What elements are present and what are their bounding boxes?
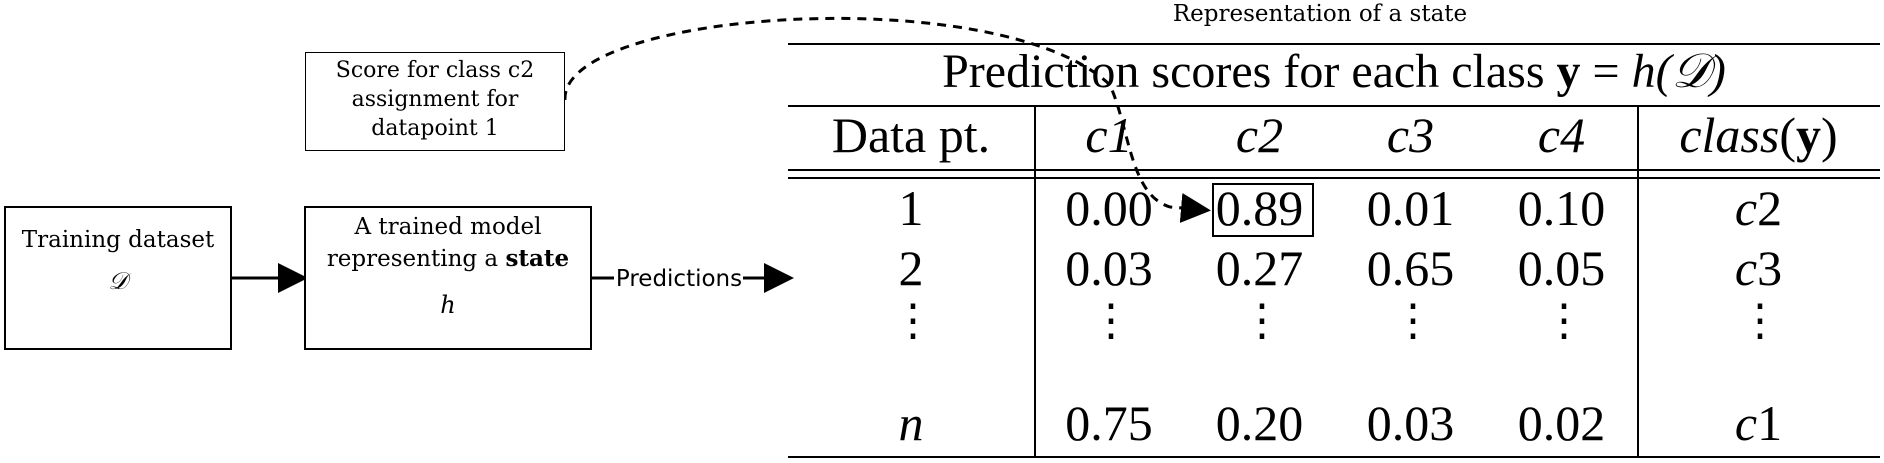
table-top-rule: [788, 43, 1880, 45]
training-dataset-title: Training dataset: [21, 227, 215, 253]
header-c3-num: 3: [1409, 107, 1435, 163]
dashed-callout-arrow: [563, 16, 1211, 223]
model-line-2: representing a state: [306, 243, 590, 275]
table-title-y: y: [1556, 45, 1581, 98]
trained-model-box: A trained model representing a state h: [304, 206, 592, 350]
header-c1-num: 1: [1107, 107, 1133, 163]
table-header-rule-2: [788, 177, 1880, 179]
predictions-label: Predictions: [615, 266, 743, 292]
header-c1-letter: c: [1085, 107, 1108, 163]
table-title-h: h: [1631, 45, 1656, 98]
header-c4-letter: c: [1537, 107, 1561, 163]
header-class-y: y: [1796, 107, 1821, 163]
table-header-rule-1: [788, 169, 1880, 171]
model-line-1: A trained model: [354, 214, 542, 240]
row-n-class: c1: [1637, 398, 1880, 448]
row-1-score-c4: 0.10: [1517, 180, 1606, 236]
table-vrule-left: [1034, 105, 1036, 457]
ellipsis-class: ⋮: [1738, 296, 1782, 345]
row-n-class-num: 1: [1757, 395, 1783, 451]
table-title-eq: =: [1580, 45, 1632, 98]
row-2-score-c1: 0.03: [1065, 240, 1153, 296]
callout-line-3: datapoint 1: [371, 116, 499, 141]
table-vrule-right: [1637, 105, 1639, 457]
dataset-symbol: 𝒟: [108, 267, 128, 295]
table-bottom-rule: [788, 456, 1880, 458]
ellipsis-c1: ⋮: [1089, 296, 1133, 345]
row-2-class: c3: [1637, 243, 1880, 293]
header-c1: c1: [1034, 110, 1184, 160]
row-2-score-c3: 0.65: [1366, 240, 1455, 296]
table-title-d: (𝒟): [1655, 45, 1726, 98]
header-class-arg: (y): [1779, 107, 1838, 163]
row-1-class: c2: [1637, 183, 1880, 233]
row-2-class-num: 3: [1757, 240, 1783, 296]
header-c2: c2: [1184, 110, 1335, 160]
header-class-fn: class: [1679, 107, 1780, 163]
table-title-rule: [788, 105, 1880, 107]
row-1-score-c1: 0.00: [1065, 180, 1153, 236]
header-c2-num: 2: [1258, 107, 1284, 163]
row-2-class-letter: c: [1734, 240, 1758, 296]
ellipsis-c2: ⋮: [1240, 296, 1284, 345]
row-n-pt: n: [898, 395, 924, 451]
header-c3: c3: [1335, 110, 1486, 160]
header-c4: c4: [1486, 110, 1637, 160]
header-c3-letter: c: [1386, 107, 1410, 163]
training-dataset-box: Training dataset 𝒟: [4, 206, 232, 350]
row-1-class-num: 2: [1757, 180, 1783, 236]
ellipsis-c4: ⋮: [1542, 296, 1586, 345]
row-2-pt: 2: [898, 240, 924, 296]
table-title-text: Prediction scores for each class: [942, 45, 1557, 98]
row-1-class-letter: c: [1734, 180, 1758, 236]
state-label: Representation of a state: [1172, 1, 1468, 27]
callout-line-1: Score for class c2: [335, 58, 535, 83]
row-n-score-c4: 0.02: [1517, 395, 1606, 451]
header-data-pt: Data pt.: [831, 107, 991, 163]
table-title: Prediction scores for each class y = h(𝒟…: [788, 48, 1880, 100]
model-state-word: state: [505, 245, 570, 272]
highlight-box-c2-row-1: [1212, 183, 1314, 237]
row-n-score-c3: 0.03: [1366, 395, 1455, 451]
row-1-pt: 1: [898, 180, 924, 236]
model-symbol: h: [440, 291, 456, 319]
ellipsis-c3: ⋮: [1391, 296, 1435, 345]
callout-box: Score for class c2 assignment for datapo…: [305, 52, 565, 151]
row-1-score-c3: 0.01: [1366, 180, 1455, 236]
row-2-score-c2: 0.27: [1215, 240, 1304, 296]
header-class: class(y): [1637, 110, 1880, 160]
model-line-2-prefix: representing a: [326, 246, 506, 272]
callout-line-2: assignment for: [351, 87, 519, 112]
row-n-class-letter: c: [1734, 395, 1758, 451]
row-n-score-c2: 0.20: [1215, 395, 1304, 451]
header-c2-letter: c: [1235, 107, 1259, 163]
ellipsis-data-pt: ⋮: [891, 296, 935, 345]
row-1-score-c2: 0.89: [1215, 180, 1304, 236]
row-n-score-c1: 0.75: [1065, 395, 1153, 451]
header-c4-num: 4: [1560, 107, 1586, 163]
row-2-score-c4: 0.05: [1517, 240, 1606, 296]
